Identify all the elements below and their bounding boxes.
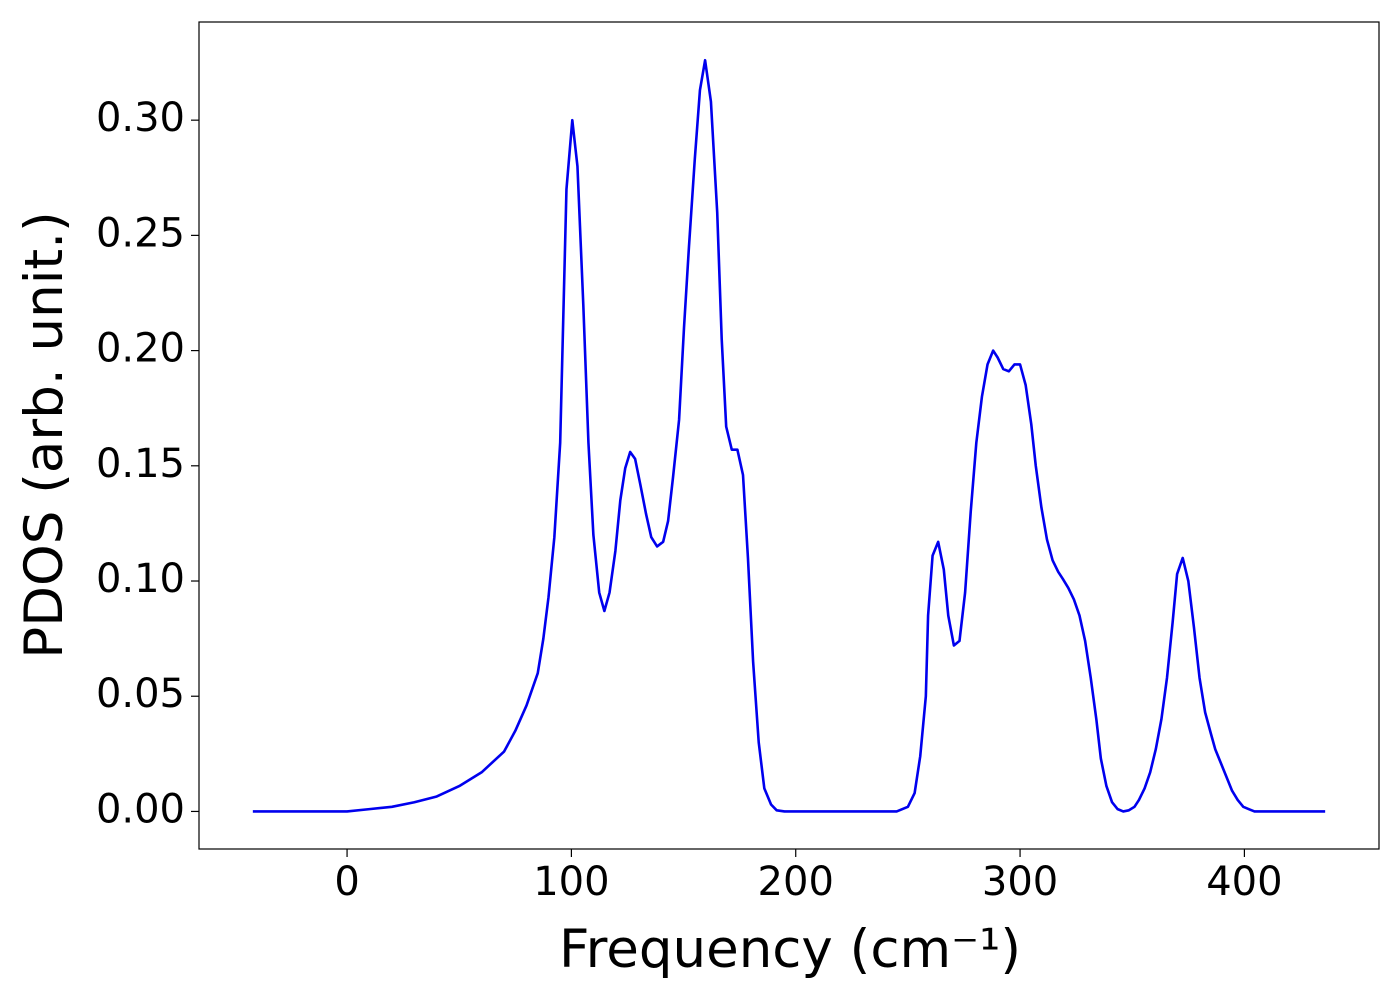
- x-tick-label: 400: [1206, 859, 1282, 905]
- x-tick-label: 100: [533, 859, 609, 905]
- y-tick-label: 0.20: [96, 326, 185, 372]
- y-tick-label: 0.00: [96, 786, 185, 832]
- y-tick-label: 0.05: [96, 671, 185, 717]
- x-tick-label: 200: [758, 859, 834, 905]
- y-axis-label: PDOS (arb. unit.): [14, 211, 75, 658]
- y-tick-label: 0.15: [96, 441, 185, 487]
- x-tick-label: 0: [334, 859, 359, 905]
- plot-frame: [198, 21, 1380, 850]
- x-tick-label: 300: [982, 859, 1058, 905]
- line-series: [252, 58, 1326, 813]
- y-tick-label: 0.25: [96, 210, 185, 256]
- y-tick-label: 0.10: [96, 556, 185, 602]
- y-tick-label: 0.30: [96, 95, 185, 141]
- x-axis-label: Frequency (cm⁻¹): [559, 919, 1021, 980]
